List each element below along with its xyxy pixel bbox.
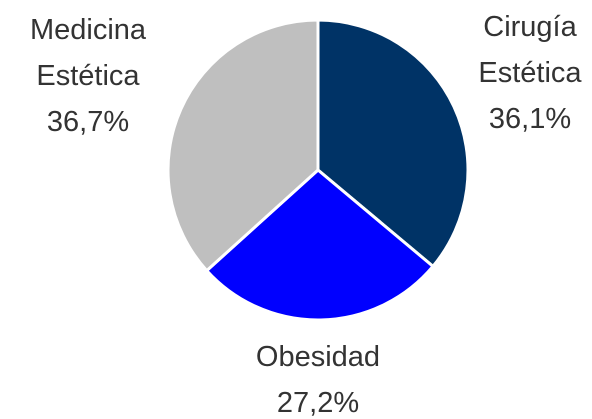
pie-slice bbox=[166, 18, 320, 273]
category-label: Cirugía Estética bbox=[478, 11, 582, 89]
pie-slice bbox=[316, 18, 470, 269]
category-label: Medicina Estética bbox=[29, 14, 147, 92]
slice-label: Medicina Estética 36,7% bbox=[8, 7, 168, 145]
category-label: Obesidad bbox=[255, 341, 381, 373]
value-label: 36,1% bbox=[488, 103, 572, 135]
pie-slice bbox=[204, 168, 436, 322]
slice-label: Cirugía Estética 36,1% bbox=[455, 4, 592, 142]
value-label: 36,7% bbox=[46, 106, 130, 138]
value-label: 27,2% bbox=[276, 387, 360, 419]
slice-label: Obesidad 27,2% bbox=[188, 334, 448, 419]
